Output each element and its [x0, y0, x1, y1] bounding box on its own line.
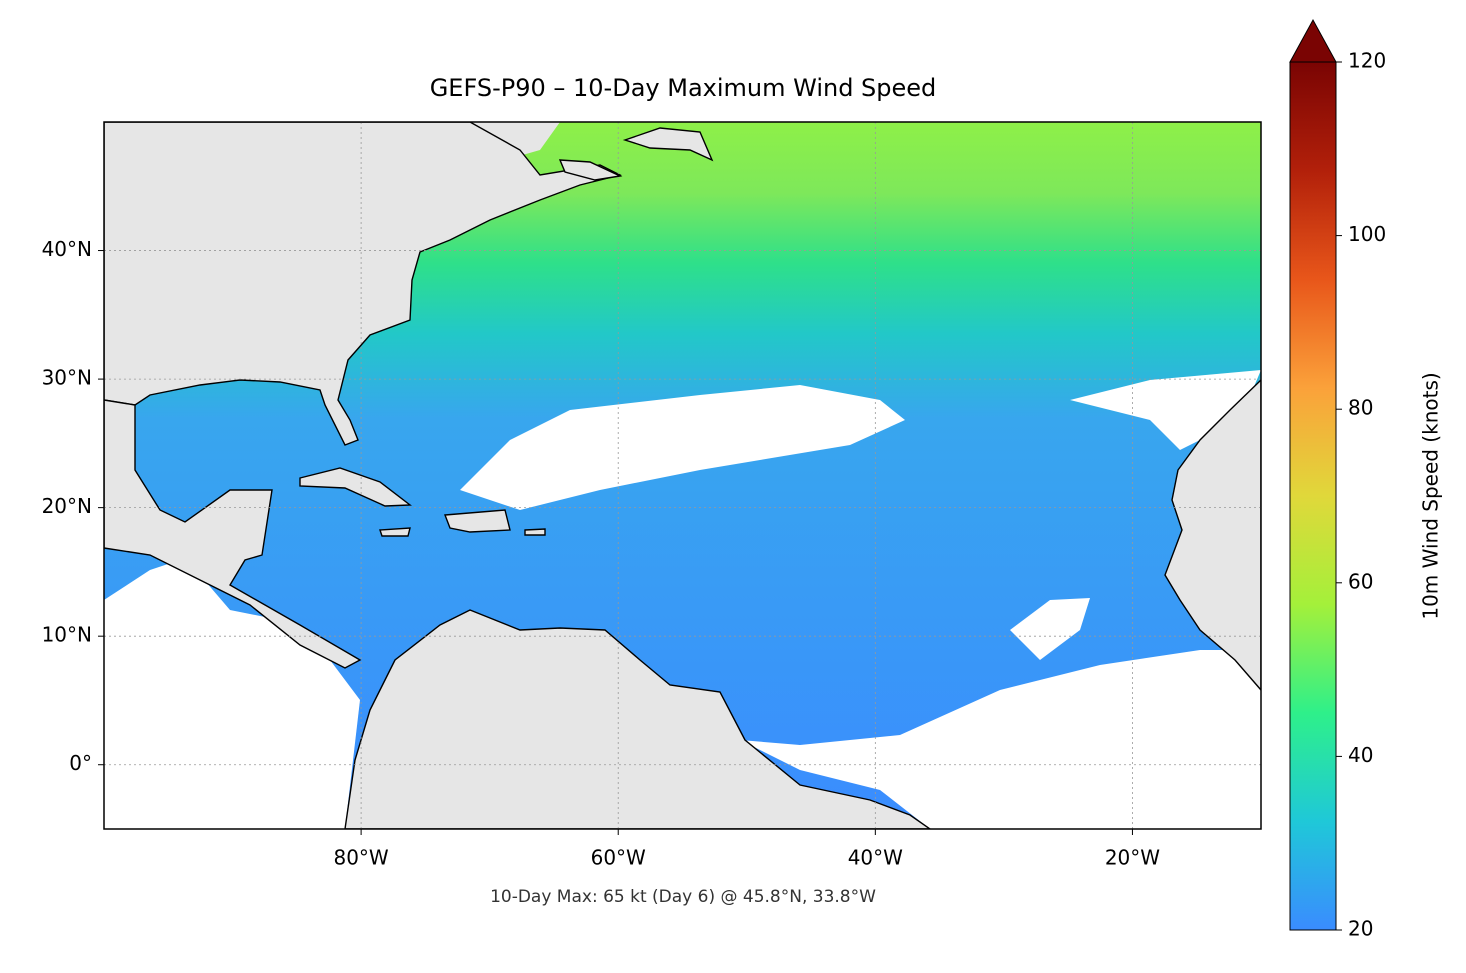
axis-ticks: 80°W 60°W 40°W 20°W 0° 10°N 20°N 30°N 40°N [42, 237, 1161, 869]
y-tick-label: 40°N [42, 237, 92, 261]
colorbar-tick-label: 80 [1348, 396, 1373, 420]
y-tick-label: 30°N [42, 366, 92, 390]
y-tick-label: 10°N [42, 623, 92, 647]
x-tick-label: 20°W [1105, 846, 1160, 870]
colorbar-tick-label: 40 [1348, 743, 1373, 767]
colorbar-tick-label: 60 [1348, 569, 1373, 593]
footnote: 10-Day Max: 65 kt (Day 6) @ 45.8°N, 33.8… [490, 887, 876, 907]
land [104, 122, 1261, 829]
x-tick-label: 80°W [333, 846, 388, 870]
title: GEFS-P90 – 10-Day Maximum Wind Speed [430, 74, 937, 102]
colorbar-tick-label: 100 [1348, 222, 1386, 246]
map-area [104, 122, 1261, 829]
map-frame [103, 121, 1262, 830]
colorbar-label: 10m Wind Speed (knots) [1419, 372, 1443, 619]
colorbar-tick-label: 120 [1348, 49, 1386, 73]
colorbar [1289, 61, 1337, 931]
colorbar-tick-label: 20 [1348, 917, 1373, 941]
y-tick-label: 20°N [42, 494, 92, 518]
colorbar-extend [1289, 18, 1337, 63]
x-tick-label: 60°W [591, 846, 646, 870]
y-tick-label: 0° [69, 751, 92, 775]
x-tick-label: 40°W [848, 846, 903, 870]
